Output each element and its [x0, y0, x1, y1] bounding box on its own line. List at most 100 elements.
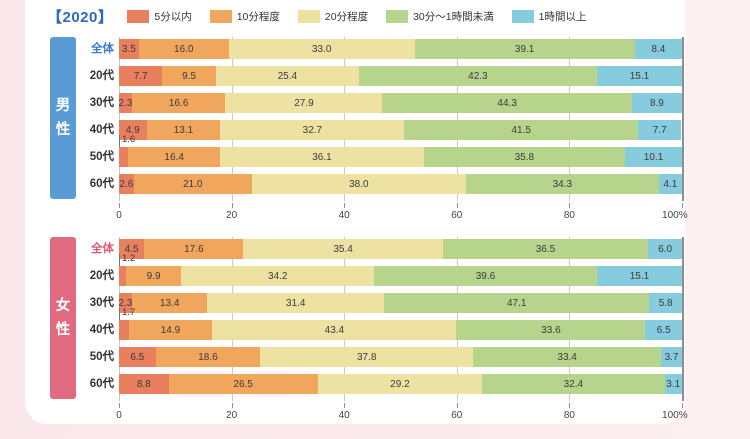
stacked-bar: 1.2 9.9 34.2 39.6 15.1	[119, 254, 682, 286]
legend-swatch-icon	[209, 10, 232, 23]
table-row: 20代 1.2 9.9 34.2 39.6 15.1	[76, 254, 682, 286]
bar-segment: 41.5	[404, 120, 639, 140]
axis-tick-label: 40	[338, 210, 350, 221]
bar-value-label: 6.5	[656, 324, 671, 336]
row-category-label: 20代	[89, 70, 114, 82]
legend-label: 1時間以上	[538, 11, 587, 23]
bar-segment: 36.5	[442, 239, 649, 259]
bar-segment: 3.7	[661, 347, 682, 367]
table-row: 30代 2.3 16.6 27.9 44.3 8.9	[76, 93, 682, 113]
axis-tick	[344, 203, 346, 208]
bar-segment: 15.1	[596, 266, 682, 286]
bar-segment: 9.9	[125, 266, 182, 286]
bar-value-label: 3.5	[121, 43, 136, 55]
small-value-callout: 1.7	[119, 308, 135, 320]
bar-value-label: 2.6	[119, 178, 134, 190]
gender-ribbon: 女性	[50, 237, 76, 399]
bar-segment: 33.4	[473, 347, 662, 367]
grid-line	[344, 237, 346, 401]
row-category-label: 50代	[89, 351, 114, 363]
bar-value-label: 33.6	[541, 324, 561, 336]
axis-tick-label: 60	[451, 210, 463, 221]
bar-value-label: 4.5	[124, 243, 139, 255]
bar-segment: 6.5	[645, 320, 682, 340]
bar-value-label: 26.5	[233, 378, 253, 390]
small-value-callout: 1.6	[119, 135, 135, 147]
legend-swatch-icon	[297, 10, 320, 23]
table-row: 60代 8.8 26.5 29.2 32.4 3.1	[76, 374, 682, 394]
axis-tick-label: 60	[451, 410, 463, 421]
bar-segment: 9.5	[162, 66, 216, 86]
gender-chart-block: 男性 全体 3.5 16.0 33.0 39.1 8.4 20代 7.7 9.5 25.4 42.3 1…	[50, 37, 688, 229]
stacked-bar: 8.8 26.5 29.2 32.4 3.1	[119, 374, 682, 394]
gender-ribbon: 男性	[50, 37, 76, 199]
row-category-label: 40代	[89, 124, 114, 136]
table-row: 50代 1.6 16.4 36.1 35.8 10.1	[76, 135, 682, 167]
bar-segment: 7.7	[119, 66, 163, 86]
bar-value-label: 35.4	[333, 243, 353, 255]
bar-value-label: 13.1	[173, 124, 194, 136]
x-axis: 0 20 40 60 80 100%	[116, 403, 688, 427]
bar-value-label: 33.4	[557, 351, 577, 363]
row-category-label: 30代	[89, 297, 114, 309]
stacked-bar: 4.5 17.6 35.4 36.5 6.0	[119, 239, 682, 259]
axis-tick	[569, 203, 571, 208]
x-axis: 0 20 40 60 80 100%	[116, 203, 688, 227]
axis-tick-label: 100%	[662, 410, 688, 421]
bar-segment: 38.0	[251, 174, 466, 194]
axis-tick	[344, 403, 346, 408]
bar-segment: 29.2	[317, 374, 483, 394]
bar-value-label: 5.8	[658, 297, 673, 309]
legend-item: 5分以内	[127, 9, 192, 24]
bar-value-label: 10.1	[643, 151, 664, 163]
bar-segment: 33.6	[456, 320, 646, 340]
bar-segment: 32.7	[220, 120, 405, 140]
legend-item: 30分～1時間未満	[386, 9, 494, 24]
bar-value-label: 15.1	[629, 270, 650, 282]
legend-item: 1時間以上	[511, 9, 587, 24]
bar-value-label: 2.3	[118, 297, 133, 309]
axis-tick	[119, 203, 120, 208]
bar-segment: 4.5	[119, 239, 145, 259]
bar-value-label: 4.9	[125, 124, 140, 136]
gender-chart-block: 女性全体 4.5 17.6 35.4 36.5 6.0 20代 1.2 9.9 34.2 39.6 1…	[50, 237, 688, 429]
row-category-label: 20代	[89, 270, 114, 282]
bar-segment: 10.1	[625, 147, 682, 167]
bar-segment: 8.9	[631, 93, 682, 113]
bar-value-label: 18.6	[198, 351, 218, 363]
gender-ribbon-char: 男	[55, 97, 71, 114]
bar-segment: 34.2	[181, 266, 375, 286]
bar-segment: 13.1	[146, 120, 221, 140]
bar-segment: 42.3	[358, 66, 597, 86]
legend-label: 20分程度	[324, 11, 369, 23]
bar-value-label: 8.8	[136, 378, 151, 390]
row-category-label: 全体	[91, 43, 114, 55]
year-title: 【2020】	[47, 9, 114, 26]
bar-value-label: 47.1	[507, 297, 527, 309]
bar-value-label: 25.4	[277, 70, 298, 82]
bar-segment: 14.9	[128, 320, 213, 340]
table-row: 50代 6.5 18.6 37.8 33.4 3.7	[76, 347, 682, 367]
bar-value-label: 44.3	[497, 97, 517, 109]
axis-line-100	[682, 237, 684, 401]
bar-value-label: 4.1	[663, 178, 678, 190]
legend-swatch-icon	[511, 10, 534, 23]
row-category-label: 60代	[89, 378, 114, 390]
bar-value-label: 14.9	[160, 324, 181, 336]
bar-segment: 44.3	[382, 93, 632, 113]
table-row: 30代 2.3 13.4 31.4 47.1 5.8	[76, 293, 682, 313]
axis-tick	[569, 403, 571, 408]
bar-value-label: 16.4	[164, 151, 184, 163]
bar-segment: 21.0	[133, 174, 252, 194]
bar-segment: 17.6	[144, 239, 244, 259]
bar-segment: 32.4	[482, 374, 665, 394]
table-row: 60代 2.6 21.0 38.0 34.3 4.1	[76, 174, 682, 194]
bar-value-label: 33.0	[311, 43, 332, 55]
bar-value-label: 39.6	[475, 270, 496, 282]
bar-value-label: 17.6	[184, 243, 204, 255]
bar-value-label: 3.7	[664, 351, 679, 363]
axis-tick	[682, 203, 683, 208]
bar-segment: 6.0	[648, 239, 682, 259]
axis-tick	[119, 403, 120, 408]
bar-segment: 2.3	[119, 93, 132, 113]
